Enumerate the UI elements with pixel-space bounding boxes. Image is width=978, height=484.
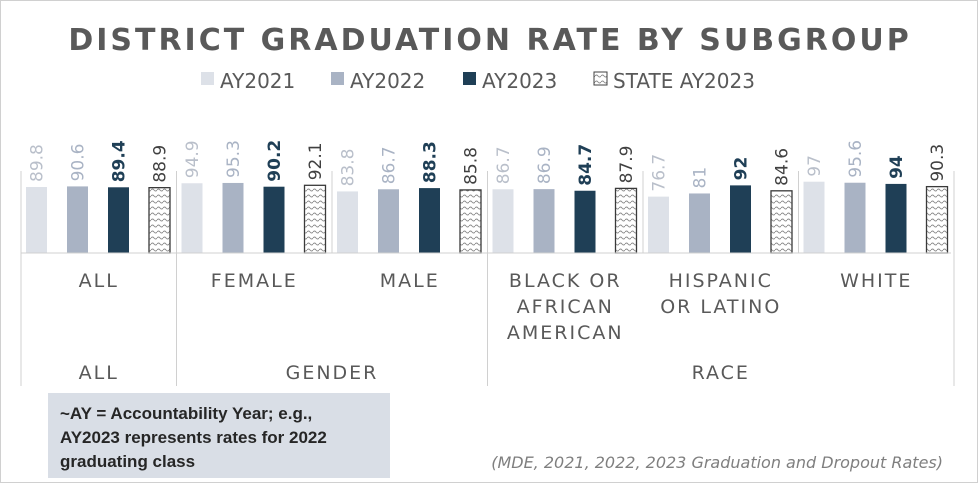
bar [689,193,710,253]
data-label: 97 [805,155,825,177]
category-label: HISPANIC [669,270,773,292]
category-label: FEMALE [211,270,298,292]
data-label: 90.6 [69,144,89,182]
bar [803,181,825,253]
note-line: graduating class [60,452,196,471]
category-label: MALE [380,270,440,292]
data-label: 84.7 [576,144,596,186]
bar [844,182,866,253]
category-label: OR LATINO [660,296,781,318]
bar [574,190,596,253]
legend-label-3: AY2023 [482,69,557,93]
data-label: 84.6 [773,148,793,186]
data-label: 94 [887,155,907,179]
bar [419,188,440,253]
group-label: RACE [692,362,750,384]
data-label: 90.3 [928,144,948,182]
bar [770,190,793,254]
bar [730,185,751,253]
category-label: ALL [79,270,119,292]
bar [108,187,129,253]
data-label: 92 [732,157,752,181]
legend-label-2: AY2022 [350,69,425,93]
data-label: 83.8 [339,149,359,187]
bar [885,183,907,253]
bar [263,186,285,253]
group-label: GENDER [286,362,379,384]
category-label: AMERICAN [507,322,624,344]
legend-label-1: AY2021 [220,69,295,93]
note-line: AY2023 represents rates for 2022 [60,428,327,447]
data-label: 90.2 [265,140,285,182]
data-label: 89.8 [28,144,48,182]
data-label: 89.4 [110,140,130,182]
bar [648,196,669,253]
data-label: 86.7 [380,146,400,184]
bar [303,184,327,254]
bars-layer: 89.8 90.6 89.4 88.9 94.9 95.3 90.2 92.1 83.8 86.7… [26,140,949,254]
legend-swatch-2 [331,72,344,85]
category-label: BLACK OR [509,270,622,292]
data-label: 86.9 [535,146,555,184]
note-box: ~AY = Accountability Year; e.g., AY2023 … [48,393,390,478]
legend: AY2021 AY2022 AY2023 STATE AY2023 [201,69,755,93]
bar [378,189,399,253]
bar [614,187,638,254]
data-label: 81 [691,167,711,189]
bar [533,189,555,253]
data-label: 87.9 [617,146,637,184]
chart-title: DISTRICT GRADUATION RATE BY SUBGROUP [68,23,911,58]
data-label: 92.1 [306,142,326,180]
group-label: ALL [79,362,119,384]
legend-swatch-4 [593,71,608,86]
category-axis: ALL FEMALE MALE BLACK OR AFRICAN AMERICAN HISP… [20,171,955,386]
data-label: 85.8 [462,147,482,185]
data-label: 95.6 [846,140,866,178]
data-label: 94.9 [183,140,203,178]
bar [148,187,171,254]
bar [26,186,47,253]
note-line: ~AY = Accountability Year; e.g., [60,404,313,423]
bar [492,189,514,253]
legend-swatch-3 [463,72,476,85]
bar [459,189,482,254]
bar [181,183,203,253]
bar [337,191,358,253]
data-label: 86.7 [494,146,514,184]
bar [67,186,88,253]
data-label: 76.7 [650,154,670,192]
legend-label-4: STATE AY2023 [613,69,755,93]
legend-swatch-1 [201,72,214,85]
category-label: AFRICAN [517,296,614,318]
data-label: 95.3 [224,140,244,178]
category-label: WHITE [840,270,912,292]
source-citation: (MDE, 2021, 2022, 2023 Graduation and Dr… [491,453,943,472]
data-label: 88.9 [151,145,171,183]
bar [925,185,949,254]
data-label: 88.3 [421,141,441,183]
bar [222,182,244,253]
